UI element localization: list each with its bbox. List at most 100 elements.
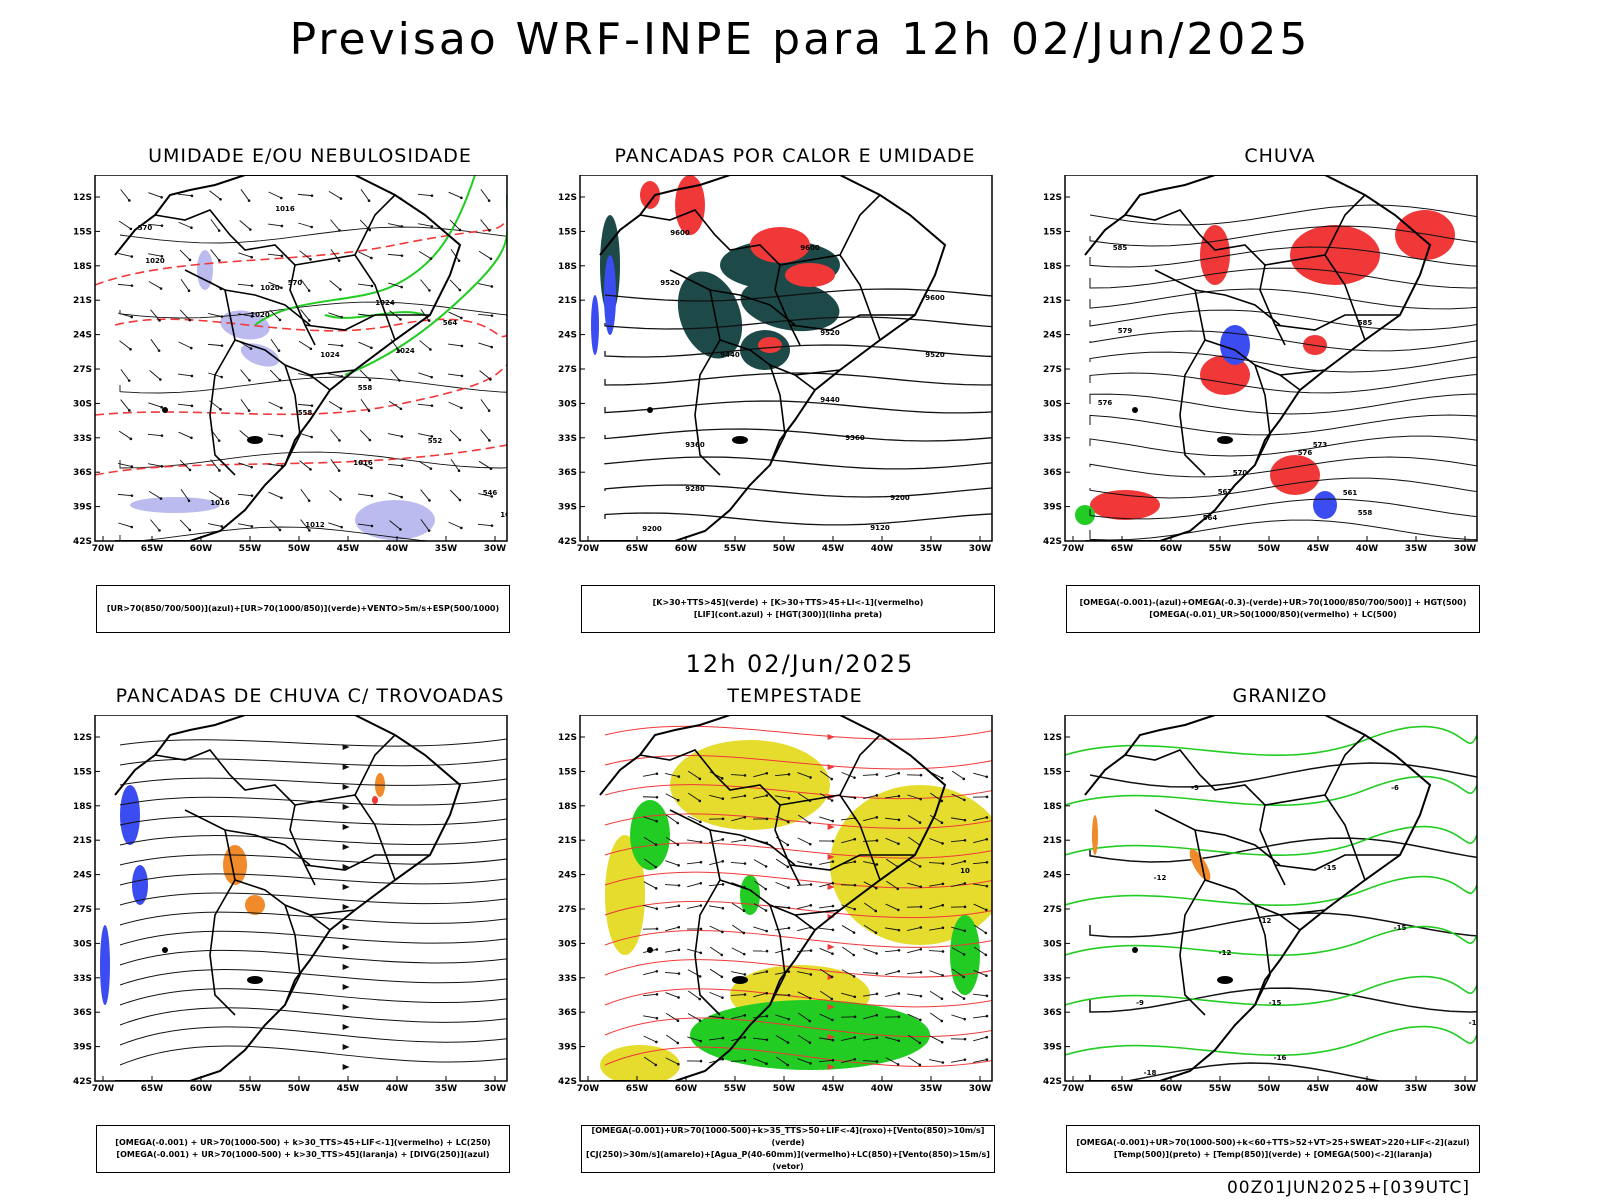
contour-line [119, 930, 507, 946]
map-humidity[interactable]: 1016 1020 1020 1024 1020 1024 1024 1024 1016 1016… [70, 175, 550, 575]
wind-vector-head [962, 975, 966, 979]
country-border [769, 364, 786, 466]
shaded-area [600, 1045, 680, 1081]
wind-vector [390, 369, 400, 381]
wind-vector-head [218, 259, 221, 262]
wind-vector [643, 881, 657, 889]
map-hail[interactable]: -9 -6 -12 -15 -12 -15 -12 -9 -15 -18 -18 -16 12S 15S 1… [1040, 715, 1520, 1115]
contour-label: 1024 [505, 314, 525, 322]
lon-label: 45W [337, 544, 360, 554]
contour-label: 9520 [820, 329, 840, 337]
wind-vector [709, 968, 723, 978]
wind-vector [687, 1013, 701, 1021]
wind-vector-head [307, 289, 311, 292]
wind-vector-head [677, 775, 681, 778]
wind-vector [951, 860, 965, 866]
wind-vector-head [250, 284, 254, 287]
wind-vector [687, 948, 701, 954]
shaded-area [1220, 325, 1250, 365]
wind-vector [863, 794, 877, 800]
wind-vector-head [458, 228, 462, 232]
wind-vector-head [918, 865, 922, 868]
lat-label: 30S [558, 399, 577, 409]
land-layer: 10 [599, 715, 992, 1081]
map-layers: 10 [599, 715, 992, 1081]
wind-vector-head [280, 434, 284, 438]
wind-vector [478, 250, 492, 260]
stream-arrow [342, 924, 350, 930]
wind-vector [863, 993, 877, 997]
wind-vector-head [677, 925, 681, 929]
wind-vector [120, 399, 130, 411]
wind-vector-head [310, 435, 313, 439]
wind-vector-head [941, 882, 945, 886]
wind-vector [298, 373, 312, 377]
wind-vector [118, 430, 132, 440]
wind-vector [643, 1035, 657, 1043]
wind-vector [687, 792, 701, 802]
wind-vector [928, 950, 944, 952]
lat-label: 21S [1043, 296, 1062, 306]
wind-vector-head [698, 997, 702, 1001]
wind-vector-head [457, 469, 461, 473]
lon-label: 30W [484, 1084, 507, 1094]
contour-label: 570 [288, 279, 303, 287]
wind-vector-head [676, 798, 680, 802]
wind-vector [417, 403, 433, 407]
wind-vector [819, 1013, 833, 1021]
contour-label: -6 [1391, 784, 1399, 792]
wind-vector [210, 219, 220, 231]
wind-vector-head [853, 995, 857, 999]
wind-vector [665, 1012, 679, 1022]
wind-vector-head [190, 436, 193, 440]
lat-label: 39S [73, 503, 92, 513]
land-layer: -9 -6 -12 -15 -12 -15 -12 -9 -15 -18 -18 -16 [1065, 715, 1477, 1081]
wind-vector [929, 814, 943, 824]
contour-line [119, 1026, 507, 1046]
wind-vector-head [831, 904, 835, 908]
map-heat-showers[interactable]: 9600 9600 9520 9600 9520 9440 9520 9440 9360 9280… [555, 175, 1035, 575]
wind-vector-head [220, 375, 224, 379]
wind-vector [117, 493, 133, 497]
wind-vector-head [985, 974, 988, 978]
wind-vector [730, 862, 746, 864]
wind-vector-head [220, 525, 224, 528]
wind-vector-head [853, 776, 856, 779]
wind-vector [973, 1036, 987, 1042]
lon-label: 60W [190, 544, 213, 554]
wind-vector-head [250, 315, 254, 318]
contour-line [1089, 435, 1477, 457]
wind-vector [753, 992, 767, 998]
lon-label: 30W [969, 544, 992, 554]
wind-vector-head [897, 771, 901, 775]
contour-line [1089, 288, 1477, 310]
lake [1132, 407, 1138, 413]
wind-vector-head [129, 227, 133, 231]
map-rain[interactable]: 58557957657657357056756456155858512S15S1… [1040, 175, 1520, 575]
shaded-area [1270, 455, 1320, 495]
contour-label: 9600 [800, 244, 820, 252]
wind-vector-head [429, 257, 433, 260]
wind-vector-head [188, 468, 192, 472]
panel-title: PANCADAS DE CHUVA C/ TROVOADAS [115, 685, 505, 707]
wind-vector-head [765, 1014, 769, 1018]
lat-label: 15S [558, 767, 577, 777]
coastline [1084, 175, 1432, 541]
wind-vector-head [897, 1039, 901, 1043]
stream-arrow [342, 1044, 350, 1050]
wind-vector-head [743, 993, 747, 996]
wind-vector-head [743, 973, 747, 976]
wind-vector-head [677, 996, 680, 999]
coastline [114, 175, 462, 541]
coastline [599, 175, 947, 541]
wind-vector-head [743, 1014, 747, 1017]
wind-vector [841, 817, 855, 821]
map-layers: 9600 9600 9520 9600 9520 9440 9520 9440 9360 9280… [591, 175, 992, 541]
wind-vector-head [676, 1062, 680, 1066]
wind-vector-head [721, 859, 725, 863]
wind-vector [665, 1034, 679, 1044]
country-border [1324, 194, 1366, 256]
wind-vector-head [370, 284, 374, 288]
